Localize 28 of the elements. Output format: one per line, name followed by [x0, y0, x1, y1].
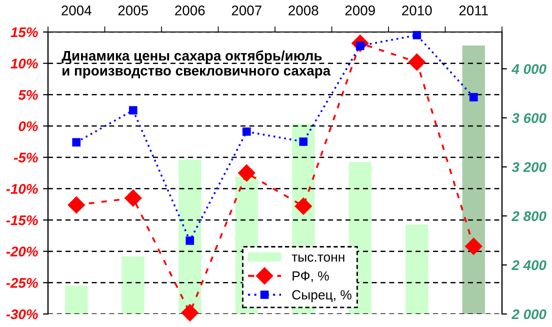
- y-tick-label: 10%: [10, 58, 38, 69]
- y-tick-label: 5%: [18, 90, 38, 100]
- x-tick-label: 2010: [402, 6, 432, 16]
- x-tick-label: 2009: [345, 6, 375, 16]
- y-tick-label: -15%: [6, 215, 38, 226]
- x-tick-label: 2007: [232, 6, 262, 16]
- text: Динамика цены сахара октябрь/июль и производство свекловичного сахара: [62, 50, 331, 78]
- y2-tick-label: 3 600: [512, 113, 546, 123]
- x-tick-label: 2011: [459, 6, 488, 16]
- y-tick-label: -5%: [14, 152, 38, 163]
- y-tick-label: 15%: [10, 27, 38, 38]
- x-tick-label: 2005: [118, 6, 148, 16]
- y2-tick-label: 3 200: [512, 162, 546, 172]
- x-tick-label: 2008: [288, 6, 318, 16]
- y2-tick-label: 2 400: [512, 260, 546, 270]
- y-tick-label: -30%: [6, 309, 38, 320]
- y-tick-label: 0%: [18, 121, 38, 132]
- x-tick-label: 2006: [175, 6, 205, 16]
- legend-label: РФ, %: [292, 271, 329, 282]
- legend-label: Сырец, %: [292, 290, 352, 302]
- y-tick-label: -20%: [6, 246, 38, 257]
- y2-tick-label: 4 000: [511, 64, 546, 74]
- y2-tick-label: 2 000: [512, 309, 546, 320]
- y-tick-label: -25%: [6, 278, 38, 288]
- x-tick-label: 2004: [62, 6, 92, 16]
- y2-tick-label: 2 800: [512, 211, 546, 222]
- legend-label: тыс.тонн: [292, 254, 344, 262]
- y-tick-label: -10%: [6, 184, 38, 194]
